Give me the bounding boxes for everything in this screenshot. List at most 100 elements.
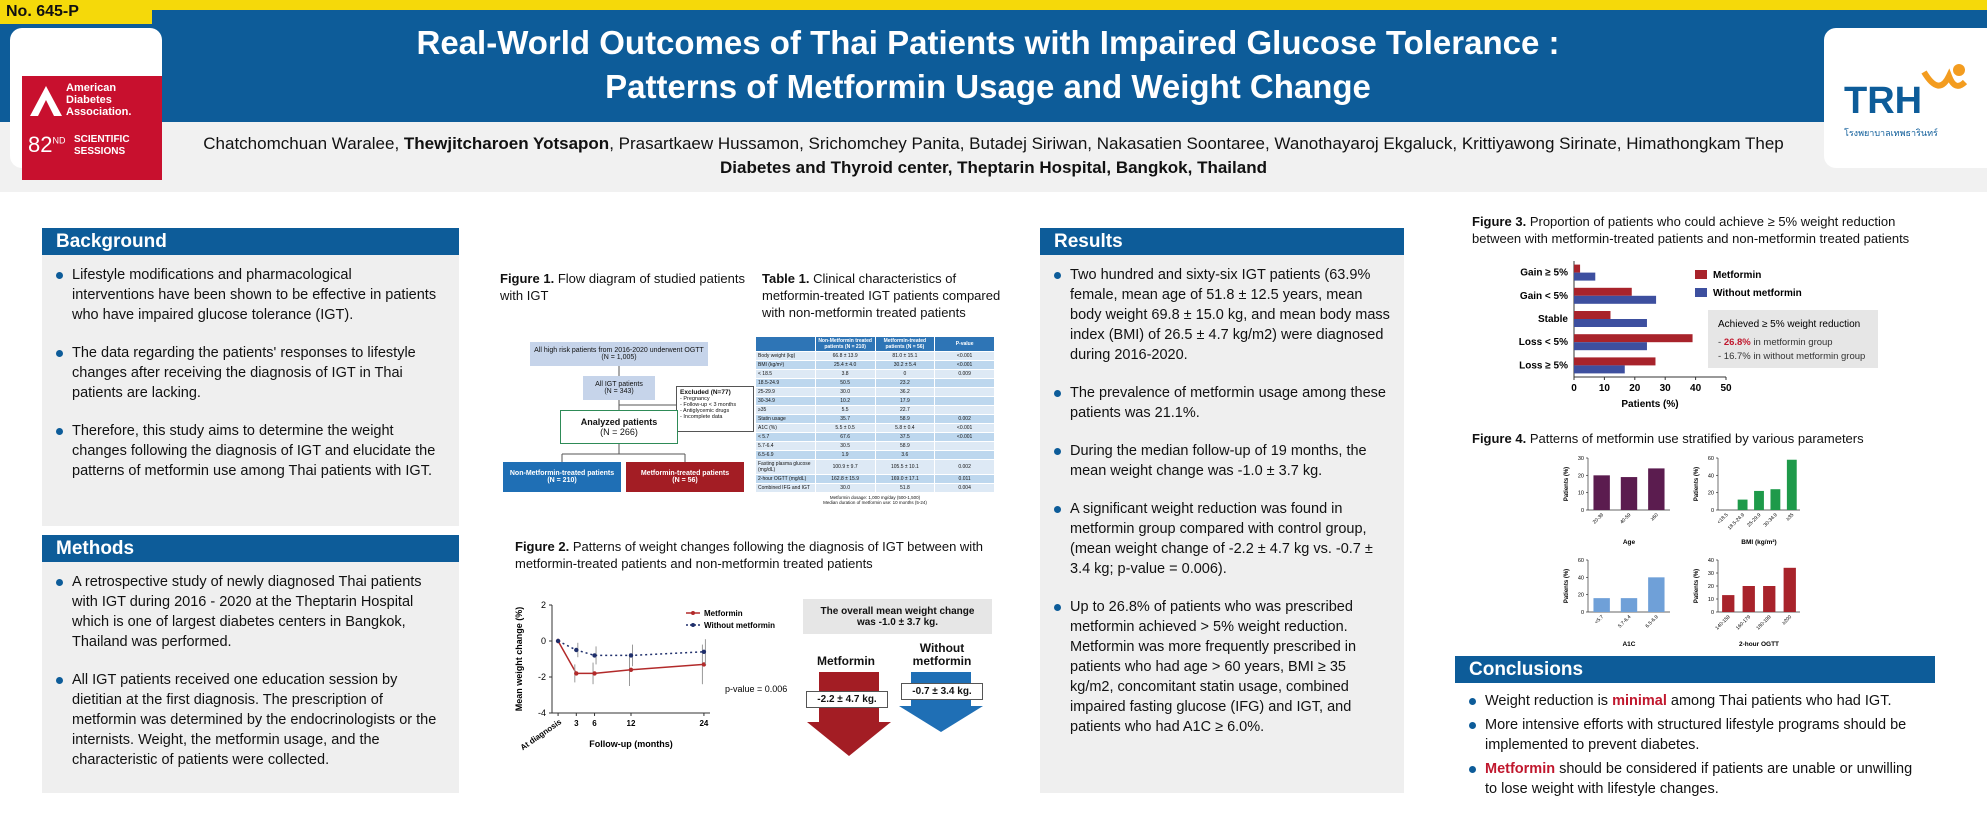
table-cell: < 18.5	[755, 369, 816, 379]
table-cell: 67.6	[814, 432, 876, 442]
caption-text: Proportion of patients who could achieve…	[1472, 214, 1910, 246]
ada-session-number: 82	[28, 132, 53, 157]
y-tick-label: Stable	[1538, 314, 1568, 325]
x-tick-label: <18.5	[1716, 512, 1729, 525]
table-header-cell: Metformin-treated patients (N = 56)	[874, 336, 936, 352]
bar-chart: 0 20 40 60 <5.7 5.7-6.4 6.5-6.9 Patients (%) A1C	[1564, 558, 1670, 648]
y-axis-label: Patients (%)	[1694, 467, 1700, 501]
results-panel: Results Two hundred and sixty-six IGT pa…	[1040, 228, 1404, 793]
figure-caption: Figure 4. Patterns of metformin use stra…	[1472, 430, 1942, 447]
table-cell: Combined IFG and IGT	[755, 483, 816, 493]
group-name: Without metformin	[912, 641, 972, 668]
bullet-list: Two hundred and sixty-six IGT patients (…	[1040, 255, 1404, 737]
highlight: 26.8%	[1724, 337, 1751, 348]
table-header-cell	[755, 336, 816, 352]
bar	[1593, 475, 1610, 510]
x-tick-label: 30	[1660, 383, 1672, 394]
group-change: -2.2 ± 4.7 kg.	[806, 691, 888, 708]
ada-text: American	[66, 82, 117, 94]
table-cell	[934, 405, 995, 415]
flow-text: Analyzed patients	[580, 417, 658, 427]
table-header: Non-Metformin treated patients (N = 210)…	[755, 336, 995, 352]
methods-panel: Methods A retrospective study of newly d…	[42, 535, 459, 793]
table-cell	[934, 441, 995, 451]
annotation-box	[1708, 310, 1878, 368]
table-cell: ≥35	[755, 405, 816, 415]
ada-session-suffix: ND	[52, 135, 66, 146]
x-tick-label: ≥35	[1785, 512, 1795, 522]
x-axis-label: A1C	[1622, 641, 1635, 648]
flow-count: (N = 56)	[672, 477, 698, 484]
x-tick-label: <5.7	[1594, 614, 1605, 625]
table-cell: <0.001	[934, 423, 995, 433]
x-tick-label: ≥60	[1650, 512, 1660, 522]
bullet: More intensive efforts with structured l…	[1469, 715, 1913, 755]
x-tick-label: 5.7-6.4	[1617, 614, 1632, 629]
y-tick-label: 30	[1708, 571, 1714, 577]
bar	[1620, 598, 1638, 612]
affiliation: Diabetes and Thyroid center, Theptarin H…	[720, 158, 1267, 177]
flow-diagram: All high risk patients from 2016-2020 un…	[500, 330, 755, 500]
table-cell: 5.5	[814, 405, 876, 415]
x-tick-label: 30-34.9	[1763, 512, 1779, 528]
table-cell: 25-29.9	[755, 387, 816, 397]
x-axis-label: Patients (%)	[1621, 399, 1678, 410]
bullet-text: among Thai patients who had IGT.	[1666, 693, 1892, 709]
bullet-text: Weight reduction is	[1485, 693, 1613, 709]
y-tick-label: 60	[1578, 558, 1584, 564]
flow-box: Analyzed patients (N = 266)	[560, 410, 678, 444]
y-tick-label: 0	[1581, 508, 1584, 514]
caption-label: Table 1.	[762, 271, 810, 286]
table-row: 25-29.9 30.0 36.2	[755, 387, 995, 397]
annotation: p-value = 0.006	[725, 684, 787, 694]
table-cell: 1.9	[814, 450, 876, 460]
table-cell: 162.8 ± 15.9	[814, 474, 876, 484]
table-row: Combined IFG and IGT 30.0 51.8 0.004	[755, 483, 995, 493]
annotation-title: Achieved ≥ 5% weight reduction	[1718, 319, 1860, 330]
table-header-cell: Non-Metformin treated patients (N = 210)	[814, 336, 876, 352]
y-tick-label: 0	[541, 636, 546, 646]
legend-label: Without metformin	[1713, 288, 1802, 299]
table-cell: 17.9	[874, 396, 936, 406]
y-tick-label: Loss < 5%	[1519, 337, 1568, 348]
caption-label: Figure 3.	[1472, 214, 1527, 229]
group-change: -0.7 ± 3.4 kg.	[901, 683, 983, 700]
table-cell	[934, 450, 995, 460]
table-cell: 30.0	[814, 387, 876, 397]
annotation-line: - 26.8% in metformin group	[1718, 337, 1833, 348]
y-tick-label: 40	[1578, 575, 1584, 581]
x-tick-label: 24	[699, 719, 708, 728]
table-row: 18.5-24.9 50.5 23.2	[755, 378, 995, 388]
legend-swatch	[1695, 288, 1707, 297]
annotation-text: - 16.7% in without metformin group	[1718, 351, 1865, 362]
bullet: Weight reduction is minimal among Thai p…	[1469, 691, 1913, 711]
table-wrap: Non-Metformin treated patients (N = 210)…	[755, 336, 995, 505]
bullet: Therefore, this study aims to determine …	[56, 423, 436, 479]
table-row: Body weight (kg) 66.8 ± 13.9 81.0 ± 15.1 <0…	[755, 351, 995, 361]
bar-chart: 0 20 40 60 <18.518.5-24.9 25-29.9 30-34.9 ≥35 Pa…	[1694, 456, 1800, 546]
group-name: Metformin	[817, 654, 875, 668]
table-footnote: Median duration of metformin use: 10 mon…	[823, 500, 927, 505]
table-cell: Body weight (kg)	[755, 351, 816, 361]
table-cell: <0.001	[934, 360, 995, 370]
table-cell: 58.9	[874, 441, 936, 451]
x-axis-label: BMI (kg/m²)	[1741, 539, 1776, 546]
bullet: The prevalence of metformin usage among …	[1054, 383, 1390, 423]
bar	[1574, 264, 1581, 273]
table-cell: 10.2	[814, 396, 876, 406]
flow-count: (N = 210)	[547, 477, 577, 484]
figure-caption: Figure 1. Flow diagram of studied patien…	[500, 270, 750, 304]
table-cell: 105.5 ± 10.1	[874, 459, 936, 475]
table-cell: 0.011	[934, 474, 995, 484]
x-axis-label: 2-hour OGTT	[1739, 641, 1779, 648]
bullet: Metformin should be considered if patien…	[1469, 759, 1913, 799]
y-tick-label: 20	[1578, 593, 1584, 599]
x-tick-label: ≥200	[1781, 614, 1793, 626]
table-cell: 0.002	[934, 414, 995, 424]
x-tick-label: 10	[1599, 383, 1611, 394]
poster-number: No. 645-P	[0, 0, 152, 24]
table-cell: Fasting plasma glucose (mg/dL)	[755, 459, 816, 475]
y-tick-label: 20	[1708, 584, 1714, 590]
bullet: Up to 26.8% of patients who was prescrib…	[1054, 597, 1390, 737]
table-row: A1C (%) 5.5 ± 0.5 5.8 ± 0.4 <0.001	[755, 423, 995, 433]
